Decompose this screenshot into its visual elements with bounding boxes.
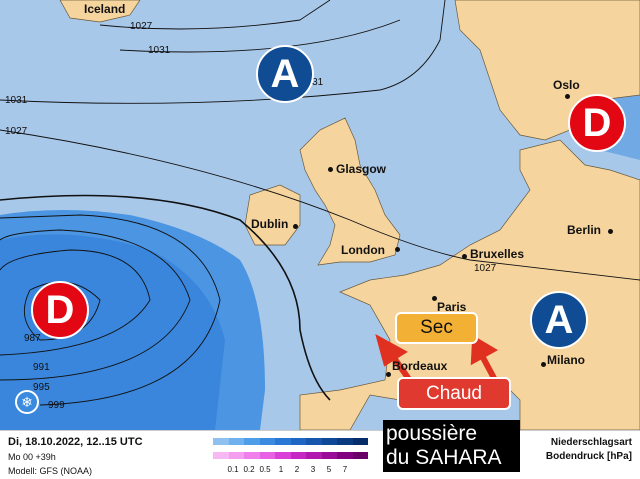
sahara-line1: poussière — [386, 422, 478, 445]
city-dot — [386, 372, 391, 377]
land — [59, 0, 640, 430]
city-dot — [462, 254, 467, 259]
label-london: London — [341, 243, 385, 257]
isobar-label: 1027 — [474, 263, 497, 274]
scale-swatch — [244, 452, 260, 459]
isobar-label: 999 — [48, 400, 65, 411]
city-dot — [608, 229, 613, 234]
scale-tick: 0.5 — [259, 465, 271, 474]
scale-swatch — [321, 452, 337, 459]
low-pressure-marker: D — [568, 94, 626, 152]
scale-swatch — [259, 438, 275, 445]
scale-tick: 7 — [342, 465, 348, 474]
scale-swatch — [228, 438, 244, 445]
isobar-label: 1031 — [5, 95, 28, 106]
scale-swatch — [275, 438, 291, 445]
label-milano: Milano — [547, 353, 585, 367]
scale-swatch — [275, 452, 291, 459]
label-paris: Paris — [437, 300, 467, 314]
sahara-line2: du SAHARA — [386, 446, 502, 469]
chaud-annotation: Chaud — [397, 377, 511, 410]
isobar-label: 1027 — [5, 126, 28, 137]
city-dot — [541, 362, 546, 367]
scale-swatch — [352, 452, 368, 459]
legend-pressure-label: Bodendruck [hPa] — [545, 451, 632, 462]
scale-tick: 2 — [294, 465, 300, 474]
scale-swatch — [337, 452, 353, 459]
isobar-label: 987 — [24, 333, 41, 344]
city-dot — [395, 247, 400, 252]
legend: Di, 18.10.2022, 12..15 UTC Mo 00 +39h Mo… — [0, 430, 640, 479]
scale-swatch — [290, 438, 306, 445]
city-dot — [565, 94, 570, 99]
legend-date: Di, 18.10.2022, 12..15 UTC — [8, 436, 143, 448]
scale-swatch — [306, 438, 322, 445]
scale-swatch — [352, 438, 368, 445]
scale-swatch — [290, 452, 306, 459]
legend-model: Modell: GFS (NOAA) — [8, 466, 93, 476]
scale-tick: 1 — [278, 465, 284, 474]
isobar-label: 1027 — [130, 21, 153, 32]
snow-color-scale — [213, 452, 368, 459]
rain-color-scale — [213, 438, 368, 445]
scale-tick: 0.2 — [243, 465, 255, 474]
low-pressure-marker: D — [31, 281, 89, 339]
sahara-dust-annotation: poussière du SAHARA — [383, 420, 520, 472]
legend-type-label: Niederschlagsart — [550, 437, 632, 448]
isobars — [0, 0, 640, 406]
sec-annotation: Sec — [395, 312, 478, 344]
scale-tick: 0.1 — [227, 465, 239, 474]
label-bordeaux: Bordeaux — [392, 359, 448, 373]
isobar-label: 995 — [33, 382, 50, 393]
scale-ticks: 0.1 0.2 0.5 1 2 3 5 7 — [225, 465, 353, 474]
scale-tick: 3 — [310, 465, 316, 474]
city-dot — [293, 224, 298, 229]
city-dot — [432, 296, 437, 301]
high-pressure-marker: A — [530, 291, 588, 349]
scale-swatch — [337, 438, 353, 445]
label-berlin: Berlin — [567, 223, 602, 237]
scale-swatch — [259, 452, 275, 459]
scale-swatch — [321, 438, 337, 445]
isobar-label: 1031 — [148, 45, 171, 56]
label-oslo: Oslo — [553, 78, 580, 92]
snowflake-icon: ❄ — [15, 390, 39, 414]
label-bruxelles: Bruxelles — [470, 247, 525, 261]
label-glasgow: Glasgow — [336, 162, 387, 176]
label-dublin: Dublin — [251, 217, 289, 231]
label-iceland: Iceland — [84, 2, 126, 16]
scale-swatch — [306, 452, 322, 459]
scale-swatch — [213, 452, 229, 459]
scale-tick: 5 — [326, 465, 332, 474]
scale-swatch — [213, 438, 229, 445]
high-pressure-marker: A — [256, 45, 314, 103]
isobar-label: 991 — [33, 362, 50, 373]
scale-swatch — [244, 438, 260, 445]
city-dot — [328, 167, 333, 172]
legend-run: Mo 00 +39h — [8, 452, 56, 462]
scale-swatch — [228, 452, 244, 459]
